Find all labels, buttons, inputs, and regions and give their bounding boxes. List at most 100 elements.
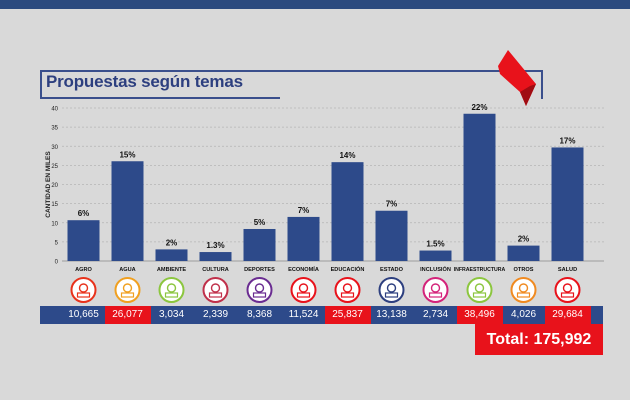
percent-label: 22% <box>471 103 487 112</box>
y-tick-label: 5 <box>55 240 59 246</box>
y-tick-label: 15 <box>51 202 58 208</box>
total-label: Total: 175,992 <box>475 324 603 355</box>
y-tick-label: 25 <box>51 164 58 170</box>
bar-chart: 0 5 10 15 20 25 30 35 40 CANTIDAD EN MILES 6% AGRO 1… <box>45 103 604 303</box>
box-icon <box>510 277 537 303</box>
y-tick-label: 35 <box>51 126 58 132</box>
sports-icon-base <box>252 292 267 298</box>
sports-icon-detail <box>254 283 265 293</box>
health-heart-icon-base <box>560 292 575 298</box>
value-label: 25,837 <box>324 306 371 324</box>
culture-building-icon-base <box>208 292 223 298</box>
bar <box>199 252 232 261</box>
bar <box>287 216 320 261</box>
education-icon-base <box>340 292 355 298</box>
percent-label: 14% <box>339 151 355 160</box>
value-label: 13,138 <box>376 309 407 320</box>
top-band <box>0 0 630 9</box>
value-label: 3,034 <box>158 309 185 320</box>
water-tap-icon <box>114 277 141 303</box>
chart-title: Propuestas según temas <box>46 72 243 91</box>
education-icon-detail <box>342 283 353 293</box>
bar <box>331 162 364 261</box>
inclusion-people-icon <box>422 277 449 303</box>
economy-chart-icon-detail <box>298 283 309 293</box>
box-icon-base <box>516 292 531 298</box>
bar <box>463 113 496 261</box>
value-label: 2,339 <box>202 309 229 320</box>
value-label: 11,524 <box>288 309 319 320</box>
category-label: INFRAESTRUCTURA <box>454 267 506 273</box>
y-tick-label: 10 <box>51 221 58 227</box>
category-label: AMBIENTE <box>157 267 186 273</box>
y-tick-label: 20 <box>51 183 58 189</box>
y-tick-label: 40 <box>51 107 58 113</box>
justice-scales-icon-detail <box>386 283 397 293</box>
bar <box>375 210 408 261</box>
category-label: AGUA <box>119 267 135 273</box>
percent-label: 17% <box>559 136 575 145</box>
value-label: 8,368 <box>246 309 273 320</box>
plant-icon-base <box>164 292 179 298</box>
economy-chart-icon <box>290 277 317 303</box>
value-label: 10,665 <box>68 309 99 320</box>
percent-label: 15% <box>119 150 135 159</box>
title-frame <box>40 70 543 99</box>
value-label: 26,077 <box>104 306 151 324</box>
percent-label: 2% <box>166 238 178 247</box>
plant-icon <box>158 277 185 303</box>
y-tick-label: 30 <box>51 145 58 151</box>
percent-label: 7% <box>386 200 398 209</box>
water-tap-icon-detail <box>122 283 133 293</box>
category-label: EDUCACIÓN <box>331 265 365 273</box>
water-tap-icon-base <box>120 292 135 298</box>
bar <box>551 147 584 261</box>
bar <box>111 161 144 261</box>
percent-label: 1.3% <box>206 241 224 250</box>
infrastructure-icon-detail <box>474 283 485 293</box>
category-label: CULTURA <box>202 267 229 273</box>
justice-scales-icon-base <box>384 292 399 298</box>
percent-label: 7% <box>298 206 310 215</box>
title-underline <box>40 97 280 99</box>
percent-label: 1.5% <box>426 240 444 249</box>
health-heart-icon <box>554 277 581 303</box>
bar <box>419 250 452 261</box>
value-label: 38,496 <box>456 306 503 324</box>
value-label: 29,684 <box>544 306 591 324</box>
bar <box>155 249 188 261</box>
justice-scales-icon <box>378 277 405 303</box>
farmer-icon-base <box>76 292 91 298</box>
category-label: DEPORTES <box>244 267 275 273</box>
percent-label: 5% <box>254 218 266 227</box>
farmer-icon-detail <box>78 283 89 293</box>
category-label: OTROS <box>514 267 534 273</box>
infrastructure-icon-base <box>472 292 487 298</box>
category-label: INCLUSIÓN <box>420 265 451 273</box>
economy-chart-icon-base <box>296 292 311 298</box>
culture-building-icon-detail <box>210 283 221 293</box>
sports-icon <box>246 277 273 303</box>
red-arrow-pointer <box>498 50 536 106</box>
farmer-icon <box>70 277 97 303</box>
box-icon-detail <box>518 283 529 293</box>
bar <box>67 220 100 261</box>
plant-icon-detail <box>166 283 177 293</box>
culture-building-icon <box>202 277 229 303</box>
category-label: ECONOMÍA <box>288 265 319 273</box>
health-heart-icon-detail <box>562 283 573 293</box>
bar <box>243 228 276 261</box>
category-label: SALUD <box>558 267 577 273</box>
education-icon <box>334 277 361 303</box>
infrastructure-icon <box>466 277 493 303</box>
category-label: ESTADO <box>380 267 404 273</box>
percent-label: 2% <box>518 235 530 244</box>
inclusion-people-icon-base <box>428 292 443 298</box>
percent-label: 6% <box>78 209 90 218</box>
value-label: 4,026 <box>510 309 537 320</box>
value-label: 2,734 <box>422 309 449 320</box>
inclusion-people-icon-detail <box>430 283 441 293</box>
y-tick-label: 0 <box>55 260 59 266</box>
category-label: AGRO <box>75 267 92 273</box>
bar <box>507 245 540 261</box>
